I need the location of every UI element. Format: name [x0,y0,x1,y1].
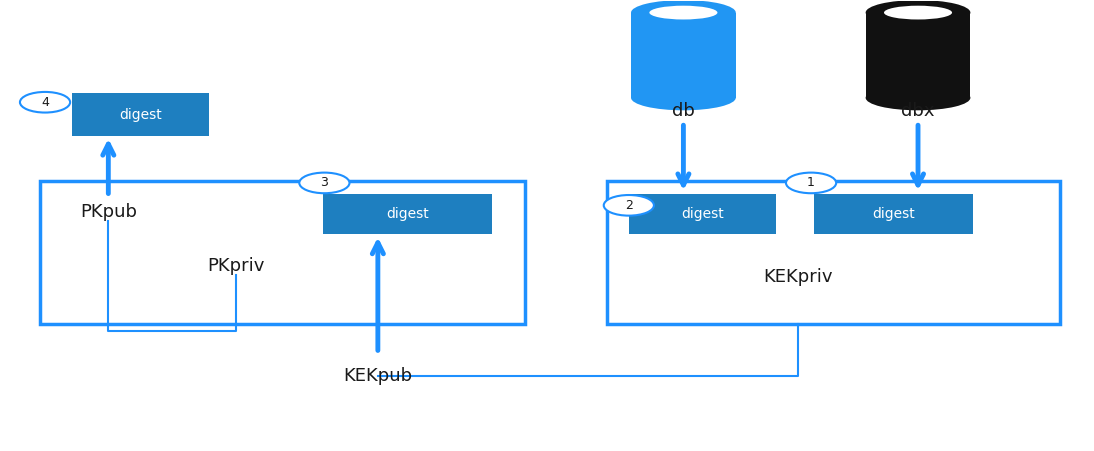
Text: 2: 2 [625,199,632,212]
FancyBboxPatch shape [865,13,970,98]
Circle shape [785,173,836,193]
Circle shape [300,173,349,193]
Text: digest: digest [119,108,162,122]
FancyBboxPatch shape [814,194,973,235]
Circle shape [604,195,654,216]
Text: digest: digest [872,207,915,221]
Text: dbx: dbx [901,102,934,120]
Text: digest: digest [386,207,429,221]
Circle shape [20,92,70,113]
Text: KEKpriv: KEKpriv [764,268,833,286]
Text: 4: 4 [42,96,49,109]
Text: digest: digest [682,207,724,221]
Text: 1: 1 [807,176,815,189]
Text: 3: 3 [321,176,328,189]
FancyBboxPatch shape [324,194,492,235]
Ellipse shape [884,6,952,19]
Text: PKpub: PKpub [80,203,137,221]
FancyBboxPatch shape [39,181,525,324]
FancyBboxPatch shape [72,93,209,136]
Ellipse shape [650,6,718,19]
Ellipse shape [631,85,736,110]
Ellipse shape [865,0,970,25]
FancyBboxPatch shape [631,13,736,98]
Text: KEKpub: KEKpub [344,367,412,385]
Text: PKpriv: PKpriv [208,257,265,275]
FancyBboxPatch shape [607,181,1060,324]
Ellipse shape [631,0,736,25]
FancyBboxPatch shape [629,194,776,235]
Ellipse shape [865,85,970,110]
Text: db: db [672,102,695,120]
